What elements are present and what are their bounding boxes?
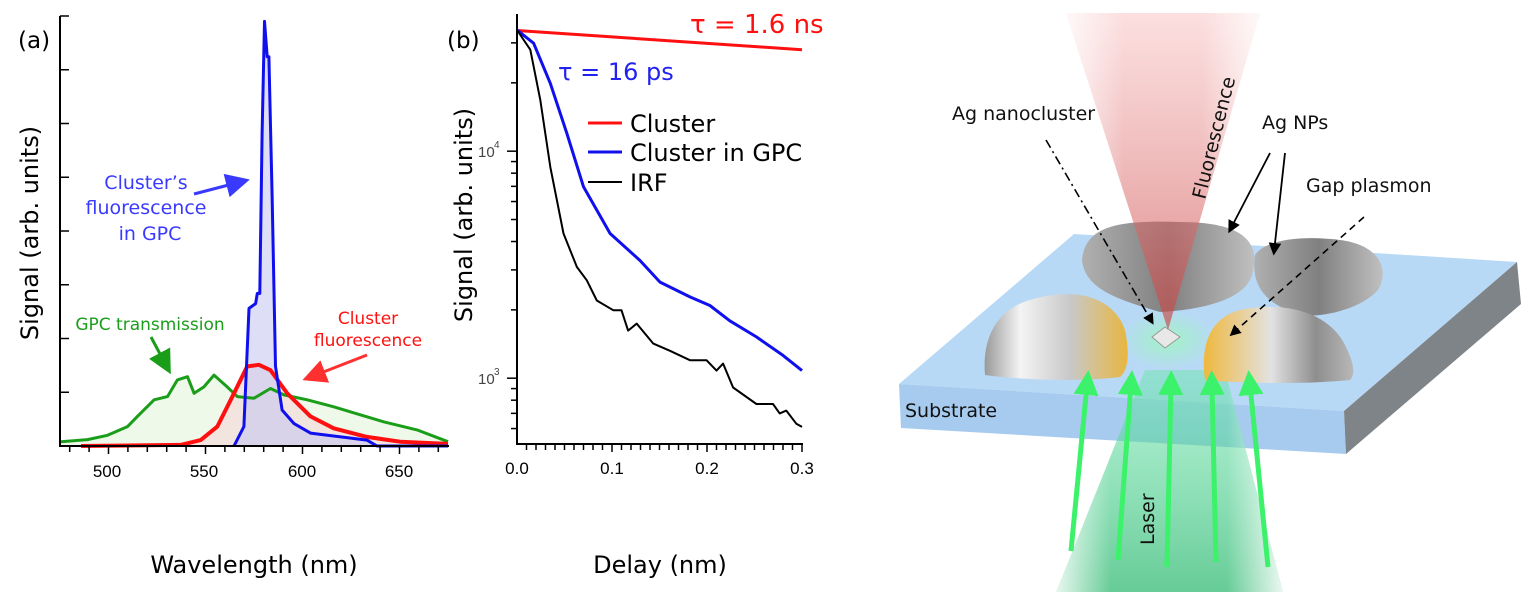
laser-arrow-icon bbox=[1068, 370, 1099, 552]
substrate-side bbox=[1344, 262, 1521, 454]
x-tick-label: 0.2 bbox=[695, 459, 719, 478]
label-gap-plasmon: Gap plasmon bbox=[1306, 175, 1432, 197]
legend-label: Cluster bbox=[630, 110, 715, 138]
laser-arrow-icon bbox=[1115, 370, 1143, 561]
svg-text:Cluster: Cluster bbox=[338, 309, 398, 329]
line-cluster bbox=[516, 29, 803, 52]
spectrum-lines bbox=[60, 19, 449, 448]
arrow-icon bbox=[148, 336, 171, 375]
x-tick-label: 0.3 bbox=[790, 459, 814, 478]
svg-text:3: 3 bbox=[494, 367, 500, 378]
svg-text:10: 10 bbox=[478, 371, 495, 388]
arrow-icon bbox=[193, 173, 250, 198]
laser-arrows bbox=[1068, 370, 1271, 568]
line-gpc bbox=[60, 373, 449, 444]
line-gpc bbox=[516, 28, 803, 372]
x-tick-label: 0.1 bbox=[600, 459, 624, 478]
label-laser: Laser bbox=[1137, 493, 1159, 545]
axis-ticks bbox=[507, 42, 803, 452]
label-ag-nps: Ag NPs bbox=[1262, 112, 1328, 134]
axis-ticks bbox=[60, 15, 440, 454]
legend-label: Cluster in GPC bbox=[630, 139, 802, 167]
x-tick-label: 0.0 bbox=[505, 459, 529, 478]
area-gpc_fluor bbox=[234, 21, 448, 447]
legend: Cluster Cluster in GPC IRF bbox=[588, 110, 802, 197]
svg-text:in GPC: in GPC bbox=[119, 223, 182, 245]
label-substrate: Substrate bbox=[905, 400, 997, 422]
annotation-gpc-tau: τ = 16 ps bbox=[558, 58, 674, 86]
y-axis-title: Signal (arb. units) bbox=[16, 126, 44, 340]
arrow-icon bbox=[302, 353, 368, 383]
laser-arrow-icon bbox=[1199, 370, 1225, 563]
nanoparticle-back-right bbox=[1254, 238, 1383, 316]
panel-label-b: (b) bbox=[447, 28, 480, 54]
gap-plasmon-pointer bbox=[1229, 216, 1365, 337]
x-axis-title: Delay (nm) bbox=[593, 551, 727, 579]
x-tick-label: 500 bbox=[93, 462, 121, 481]
nps-pointer bbox=[1268, 152, 1286, 256]
y-tick-label: 10 3 bbox=[478, 367, 500, 388]
panel-label-a: (a) bbox=[18, 28, 50, 54]
spectrum-chart: 500 550 600 650 Wavelength (nm) Signal (… bbox=[16, 15, 449, 579]
annotation-cluster-fluorescence: Cluster fluorescence bbox=[314, 309, 422, 351]
laser-arrow-icon bbox=[1158, 370, 1184, 568]
setup-diagram: Ag nanocluster Fluorescence Ag NPs Gap p… bbox=[899, 13, 1521, 592]
svg-text:Cluster’s: Cluster’s bbox=[104, 172, 187, 194]
x-tick-label: 650 bbox=[385, 462, 413, 481]
svg-text:4: 4 bbox=[494, 140, 500, 151]
x-tick-label: 600 bbox=[288, 462, 316, 481]
svg-text:fluorescence: fluorescence bbox=[86, 197, 207, 219]
annotation-gpc-fluorescence: Cluster’s fluorescence in GPC bbox=[86, 172, 207, 245]
svg-text:10: 10 bbox=[478, 144, 495, 161]
decay-lines bbox=[516, 28, 803, 428]
y-tick-label: 10 4 bbox=[478, 140, 500, 161]
nanoparticle-front-left bbox=[984, 294, 1128, 380]
annotation-gpc-transmission: GPC transmission bbox=[75, 315, 224, 335]
laser-arrow-icon bbox=[1238, 370, 1271, 568]
line-cluster bbox=[80, 362, 449, 448]
fluorescence-cone-fade bbox=[1066, 13, 1260, 330]
x-axis-title: Wavelength (nm) bbox=[150, 551, 357, 579]
nps-pointer bbox=[1228, 152, 1271, 234]
svg-text:fluorescence: fluorescence bbox=[314, 331, 422, 351]
line-gpc_fluor bbox=[232, 19, 448, 448]
decay-chart: 0.0 0.1 0.2 0.3 10 3 10 4 Delay (nm) Sig… bbox=[447, 10, 824, 579]
legend-label: IRF bbox=[630, 169, 668, 197]
x-tick-label: 550 bbox=[190, 462, 218, 481]
nanocluster-pointer bbox=[1045, 139, 1154, 325]
annotation-cluster-tau: τ = 1.6 ns bbox=[690, 10, 824, 40]
y-axis-title: Signal (arb. units) bbox=[450, 108, 478, 322]
label-ag-nanocluster: Ag nanocluster bbox=[952, 103, 1095, 125]
spectrum-fills bbox=[60, 21, 449, 447]
nanocluster-icon bbox=[1151, 326, 1181, 349]
line-irf bbox=[516, 29, 803, 428]
